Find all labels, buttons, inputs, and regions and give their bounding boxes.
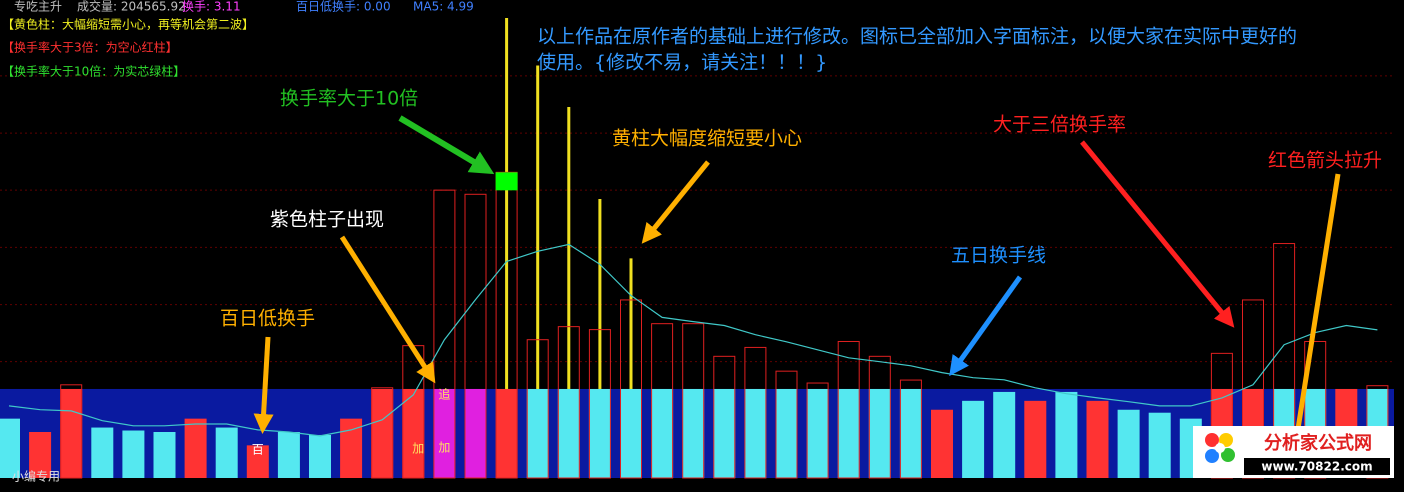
bar-label: 追 bbox=[438, 387, 450, 402]
bar bbox=[91, 427, 114, 478]
bar-fill bbox=[806, 388, 829, 478]
arrow bbox=[949, 275, 1023, 377]
bar bbox=[309, 434, 331, 478]
overlay: 专吃主升 成交量: 204565.92 换手: 3.11 百日低换手: 0.00… bbox=[2, 0, 1394, 484]
annotation: 使用。{修改不易，请关注！！！} bbox=[537, 52, 827, 74]
bar-fill bbox=[402, 388, 425, 478]
bar bbox=[371, 387, 394, 479]
legend-note: 【换手率大于3倍：为空心红柱】 bbox=[2, 40, 178, 55]
bar bbox=[962, 400, 985, 478]
header-item: 成交量: 204565.92 bbox=[77, 0, 186, 14]
petal-center bbox=[1215, 443, 1225, 453]
bar bbox=[184, 418, 207, 478]
petal bbox=[1205, 449, 1219, 463]
bar bbox=[868, 355, 891, 479]
arrow bbox=[253, 336, 274, 434]
bar bbox=[0, 418, 20, 478]
bar bbox=[526, 339, 549, 479]
logo-strip bbox=[1244, 458, 1390, 475]
logo: 分析家公式网 www.70822.com bbox=[1193, 426, 1394, 478]
bar bbox=[557, 326, 580, 479]
annotation: 以上作品在原作者的基础上进行修改。图标已全部加入字面标注，以便大家在实际中更好的 bbox=[537, 26, 1297, 48]
header-item: 换手: 3.11 bbox=[182, 0, 241, 14]
arrow bbox=[339, 235, 436, 384]
bar bbox=[993, 391, 1016, 478]
bar bbox=[806, 382, 829, 479]
bar-fill bbox=[620, 388, 642, 478]
bar-fill bbox=[557, 388, 580, 478]
legend-note: 【黄色柱：大幅缩短需小心，再等机会第二波】 bbox=[2, 17, 254, 32]
bar-fill bbox=[775, 388, 798, 478]
bar-label: 加 bbox=[438, 441, 450, 455]
bar bbox=[1086, 400, 1109, 478]
bar-fill bbox=[682, 388, 705, 478]
bar-fill bbox=[713, 388, 736, 478]
bar bbox=[620, 299, 642, 479]
bar bbox=[340, 418, 363, 478]
arrow bbox=[1286, 173, 1341, 458]
bar bbox=[837, 340, 860, 479]
bar bbox=[588, 329, 611, 479]
bar bbox=[277, 432, 300, 478]
bar bbox=[1117, 409, 1140, 478]
bar bbox=[433, 189, 456, 479]
bar-fill bbox=[744, 388, 767, 478]
bar bbox=[153, 432, 176, 478]
bar-fill bbox=[371, 388, 394, 478]
petal bbox=[1219, 433, 1233, 447]
bar bbox=[246, 445, 269, 478]
legend-note: 【换手率大于10倍：为实芯绿柱】 bbox=[2, 64, 185, 79]
bar bbox=[1024, 400, 1047, 478]
bar-fill bbox=[868, 388, 891, 478]
bar-fill bbox=[464, 388, 487, 478]
bar bbox=[122, 430, 145, 478]
bar bbox=[29, 432, 52, 478]
ma5-line bbox=[8, 243, 1378, 437]
bar bbox=[651, 323, 674, 479]
annotation: 百日低换手 bbox=[220, 308, 315, 330]
bar-fill bbox=[526, 388, 549, 478]
arrow bbox=[1080, 140, 1235, 328]
annotation: 大于三倍换手率 bbox=[993, 114, 1126, 136]
annotation: 五日换手线 bbox=[951, 245, 1046, 267]
annotation: 红色箭头拉升 bbox=[1268, 150, 1382, 172]
bar bbox=[931, 409, 953, 478]
bar-label: 加 bbox=[412, 442, 424, 456]
logo-title: 分析家公式网 bbox=[1264, 432, 1372, 454]
bar-fill bbox=[433, 388, 456, 478]
bar-fill bbox=[60, 388, 83, 478]
bar bbox=[899, 379, 922, 479]
bar-fill bbox=[651, 388, 674, 478]
bar bbox=[775, 370, 798, 479]
bar-label: 百 bbox=[252, 443, 264, 457]
footer: 小编专用 bbox=[12, 469, 60, 484]
header-item: MA5: 4.99 bbox=[413, 0, 474, 14]
solid-marker bbox=[495, 172, 518, 191]
arrow bbox=[641, 160, 710, 244]
bar-fill bbox=[899, 388, 922, 478]
bar bbox=[682, 323, 705, 479]
logo-url: www.70822.com bbox=[1261, 460, 1372, 474]
header-item: 百日低换手: 0.00 bbox=[296, 0, 391, 14]
petal bbox=[1205, 433, 1219, 447]
bar bbox=[1055, 391, 1078, 478]
annotation: 换手率大于10倍 bbox=[280, 88, 418, 110]
arrow bbox=[398, 115, 495, 175]
bar bbox=[1148, 412, 1171, 478]
bar-fill bbox=[495, 388, 518, 478]
bar-fill bbox=[837, 388, 860, 478]
bar bbox=[713, 355, 736, 479]
bar bbox=[744, 346, 767, 479]
bar bbox=[215, 427, 238, 478]
bar bbox=[60, 384, 83, 479]
petal bbox=[1221, 448, 1235, 462]
bar bbox=[464, 193, 487, 479]
annotation: 紫色柱子出现 bbox=[270, 209, 384, 231]
annotation: 黄柱大幅度缩短要小心 bbox=[612, 128, 802, 150]
header-item: 专吃主升 bbox=[14, 0, 62, 14]
bar-fill bbox=[588, 388, 611, 478]
